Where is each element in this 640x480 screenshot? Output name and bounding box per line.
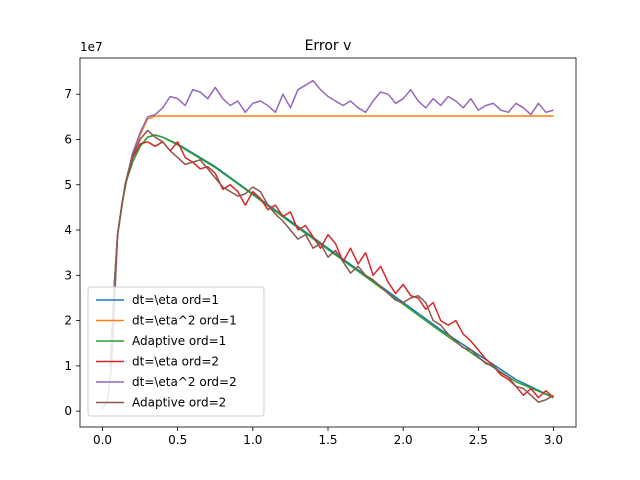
x-tick-label: 0.5 bbox=[168, 433, 187, 447]
y-tick-label: 6 bbox=[64, 132, 72, 146]
legend-label: dt=\eta^2 ord=1 bbox=[132, 314, 237, 328]
y-tick-label: 4 bbox=[64, 223, 72, 237]
legend-label: dt=\eta ord=2 bbox=[132, 355, 219, 369]
series-line-4 bbox=[109, 141, 555, 399]
legend-label: Adaptive ord=2 bbox=[132, 396, 226, 410]
x-tick-label: 1.0 bbox=[243, 433, 262, 447]
chart-title: Error v bbox=[305, 38, 352, 54]
y-axis-multiplier: 1e7 bbox=[80, 40, 103, 54]
x-tick-label: 2.0 bbox=[394, 433, 413, 447]
series-layer bbox=[101, 79, 555, 410]
legend-label: Adaptive ord=1 bbox=[132, 334, 226, 348]
series-line-6 bbox=[101, 129, 554, 410]
y-axis: 0 1 2 3 4 5 6 7 bbox=[64, 87, 80, 418]
y-tick-label: 2 bbox=[64, 314, 72, 328]
x-axis: 0.0 0.5 1.0 1.5 2.0 2.5 3.0 bbox=[93, 427, 563, 447]
legend-label: dt=\eta ord=1 bbox=[132, 293, 219, 307]
y-tick-label: 7 bbox=[64, 87, 72, 101]
y-tick-label: 1 bbox=[64, 359, 72, 373]
x-tick-label: 2.5 bbox=[469, 433, 488, 447]
legend-label: dt=\eta^2 ord=2 bbox=[132, 375, 237, 389]
x-tick-label: 3.0 bbox=[544, 433, 563, 447]
y-tick-label: 0 bbox=[64, 404, 72, 418]
y-tick-label: 3 bbox=[64, 268, 72, 282]
x-tick-label: 0.0 bbox=[93, 433, 112, 447]
series-line-5 bbox=[109, 79, 554, 366]
x-tick-label: 1.5 bbox=[318, 433, 337, 447]
y-tick-label: 5 bbox=[64, 178, 72, 192]
legend: dt=\eta ord=1 dt=\eta^2 ord=1 Adaptive ord… bbox=[87, 286, 265, 417]
legend-box bbox=[87, 286, 265, 417]
